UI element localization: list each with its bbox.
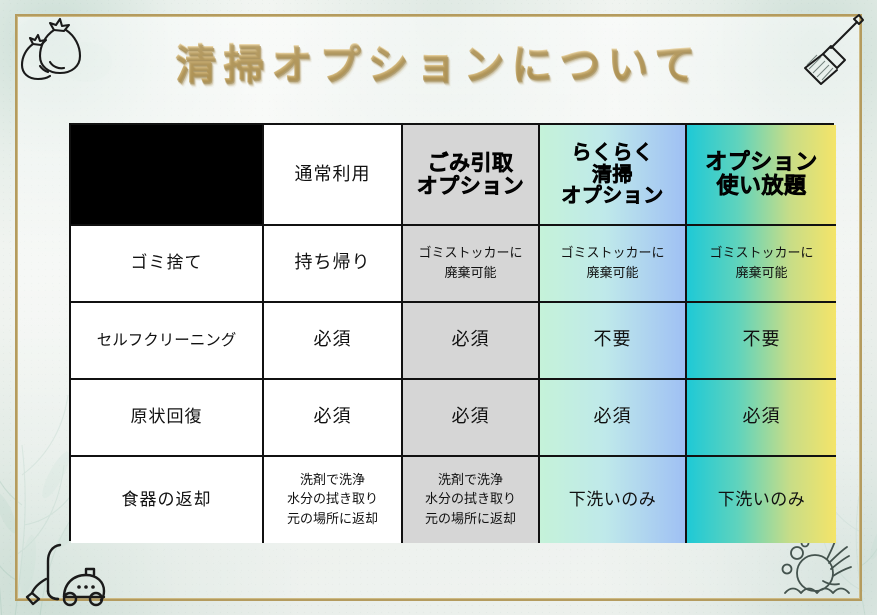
table-cell-r3-c2: 洗剤で洗浄 水分の拭き取り 元の場所に返却: [403, 457, 540, 543]
table-cell-r3-c4: 下洗いのみ: [687, 457, 836, 543]
table-cell-r0-c3: ゴミストッカーに 廃棄可能: [540, 226, 687, 303]
table-header-easy-cleaning-option: らくらく 清掃 オプション: [540, 125, 687, 226]
garbage-bags-icon: [10, 10, 96, 86]
table-cell-r2-c3: 必須: [540, 380, 687, 457]
broom-icon: [785, 12, 869, 96]
table-row-label-restoration: 原状回復: [71, 380, 264, 457]
table-cell-r2-c4: 必須: [687, 380, 836, 457]
page-title: 清掃オプションについて: [175, 30, 702, 90]
title-container: 清掃オプションについて: [0, 30, 877, 90]
table-cell-r0-c1: 持ち帰り: [264, 226, 403, 303]
table-cell-r2-c1: 必須: [264, 380, 403, 457]
table-cell-r0-c4: ゴミストッカーに 廃棄可能: [687, 226, 836, 303]
table-cell-r1-c2: 必須: [403, 303, 540, 380]
table-cell-r2-c2: 必須: [403, 380, 540, 457]
table-row-label-dish-return: 食器の返却: [71, 457, 264, 543]
table-cell-r1-c1: 必須: [264, 303, 403, 380]
table-cell-r3-c3: 下洗いのみ: [540, 457, 687, 543]
vacuum-cleaner-icon: [22, 539, 112, 609]
cleaning-options-table: 通常利用 ごみ引取 オプション らくらく 清掃 オプション オプション 使い放題…: [69, 123, 836, 543]
table-header-unlimited-options: オプション 使い放題: [687, 125, 836, 226]
table-cell-r0-c2: ゴミストッカーに 廃棄可能: [403, 226, 540, 303]
table-header-trash-pickup-option: ごみ引取 オプション: [403, 125, 540, 226]
table-row-label-self-cleaning: セルフクリーニング: [71, 303, 264, 380]
table-header-blank: [71, 125, 264, 226]
table-cell-r1-c4: 不要: [687, 303, 836, 380]
table-cell-r1-c3: 不要: [540, 303, 687, 380]
table-row-label-trash-disposal: ゴミ捨て: [71, 226, 264, 303]
table-header-normal-use: 通常利用: [264, 125, 403, 226]
table-cell-r3-c1: 洗剤で洗浄 水分の拭き取り 元の場所に返却: [264, 457, 403, 543]
